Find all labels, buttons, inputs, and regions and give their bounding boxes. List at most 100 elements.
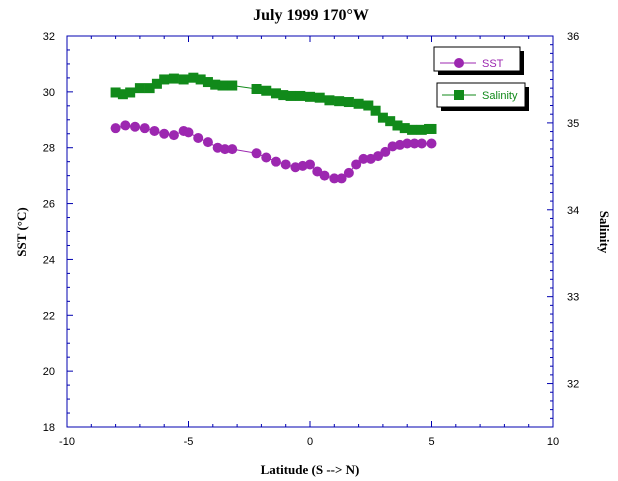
sst-point	[409, 138, 420, 149]
sst-point	[227, 144, 238, 155]
salinity-point	[261, 85, 272, 96]
salinity-point	[407, 124, 418, 135]
salinity-point	[392, 120, 403, 131]
salinity-point	[227, 80, 238, 91]
y2-tick-label: 33	[567, 292, 579, 304]
salinity-point	[202, 77, 213, 88]
salinity-point	[295, 90, 306, 101]
salinity-point	[416, 124, 427, 135]
salinity-point	[343, 97, 354, 108]
salinity-point	[134, 83, 145, 94]
salinity-point	[370, 105, 381, 116]
salinity-point	[334, 96, 345, 107]
sst-series	[110, 120, 437, 184]
sst-point	[251, 148, 262, 159]
x-tick-labels: -10 -5 0 5 10	[59, 436, 559, 448]
sst-point	[202, 137, 213, 148]
x-axis-label: Latitude (S --> N)	[261, 462, 360, 477]
sst-point	[168, 130, 179, 141]
sst-point	[426, 138, 437, 149]
y2-tick-label: 34	[567, 205, 579, 217]
sst-point	[402, 138, 413, 149]
salinity-point	[305, 91, 315, 102]
y-axis-label: SST (°C)	[14, 207, 29, 256]
salinity-point	[426, 123, 437, 134]
y-tick-label: 28	[43, 143, 55, 155]
salinity-point	[210, 79, 221, 90]
salinity-point	[110, 87, 121, 98]
y-tick-label: 32	[43, 31, 55, 43]
salinity-point	[178, 74, 189, 85]
chart-title: July 1999 170°W	[253, 7, 369, 24]
salinity-point	[217, 80, 228, 91]
sst-point	[329, 173, 340, 184]
sst-point	[110, 123, 121, 134]
sst-point	[139, 123, 150, 134]
sst-point	[130, 121, 141, 132]
sst-point	[373, 151, 384, 162]
salinity-point	[195, 74, 206, 85]
legend-salinity-marker	[454, 90, 464, 100]
plot-frame	[66, 35, 554, 428]
salinity-point	[363, 100, 374, 111]
salinity-point	[353, 98, 364, 109]
salinity-point	[399, 123, 410, 134]
sst-point	[336, 173, 347, 184]
sst-point	[380, 146, 391, 157]
y2-tick-label: 32	[567, 379, 579, 391]
legend-item-sst: SST	[433, 46, 524, 75]
sst-point	[305, 159, 315, 170]
y-tick-label: 30	[43, 87, 55, 99]
salinity-point	[125, 87, 136, 98]
y-tick-label: 18	[43, 422, 55, 434]
salinity-point	[151, 78, 162, 89]
sst-point	[219, 144, 230, 155]
x-tick-label: 5	[428, 436, 434, 448]
salinity-point	[377, 112, 388, 123]
y2-tick-label: 36	[567, 31, 579, 43]
legend-salinity-label: Salinity	[482, 90, 518, 102]
sst-point	[193, 132, 204, 143]
salinity-point	[251, 84, 262, 95]
salinity-point	[270, 88, 281, 99]
salinity-point	[117, 89, 128, 100]
y2-tick-label: 35	[567, 118, 579, 130]
sst-point	[120, 120, 131, 131]
y-tick-label: 26	[43, 199, 55, 211]
sst-point	[159, 128, 170, 139]
salinity-point	[385, 116, 396, 127]
y-tick-label: 20	[43, 366, 55, 378]
sst-point	[416, 138, 427, 149]
x-tick-label: 10	[547, 436, 559, 448]
sst-point	[280, 159, 291, 170]
x-tick-label: 0	[307, 436, 313, 448]
legend-item-salinity: Salinity	[436, 82, 529, 111]
sst-point	[343, 167, 354, 178]
sst-point	[319, 170, 330, 181]
sst-point	[261, 152, 272, 163]
x-tick-label: -5	[184, 436, 194, 448]
salinity-point	[144, 83, 155, 94]
legend: SST Salinity	[433, 46, 529, 111]
salinity-point	[188, 72, 199, 83]
sst-point	[149, 125, 160, 136]
legend-sst-label: SST	[482, 58, 504, 70]
sst-point	[351, 159, 362, 170]
y-tick-label: 22	[43, 310, 55, 322]
salinity-point	[278, 90, 289, 101]
y2-axis-label: Salinity	[597, 211, 612, 254]
salinity-series	[110, 72, 437, 135]
x-tick-label: -10	[59, 436, 75, 448]
legend-sst-marker	[454, 58, 464, 68]
salinity-point	[159, 74, 170, 85]
salinity-point	[285, 90, 296, 101]
sst-point	[358, 153, 369, 164]
salinity-point	[324, 95, 335, 106]
salinity-point	[314, 92, 325, 103]
sst-point	[183, 127, 194, 138]
salinity-point	[168, 73, 179, 84]
sst-point	[270, 156, 281, 167]
y2-tick-labels: 32 33 34 35 36	[567, 31, 579, 391]
y-tick-labels: 18 20 22 24 26 28 30 32	[43, 31, 55, 434]
